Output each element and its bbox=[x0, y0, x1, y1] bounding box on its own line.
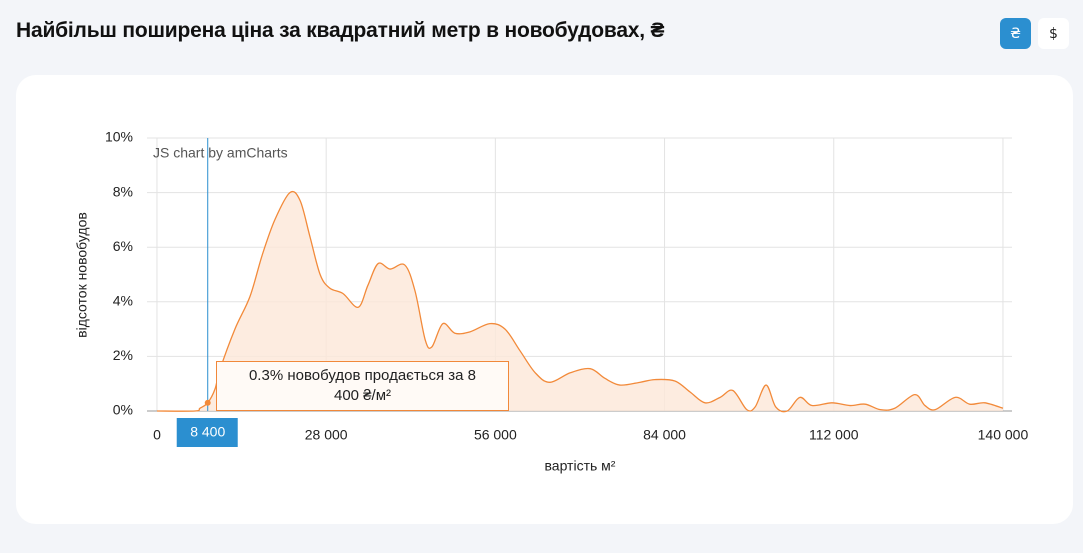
y-tick-label: 4% bbox=[113, 293, 133, 309]
y-tick-label: 8% bbox=[113, 183, 133, 199]
y-tick-label: 0% bbox=[113, 402, 133, 418]
x-tick-label: 56 000 bbox=[474, 427, 517, 443]
x-tick-label: 140 000 bbox=[978, 427, 1029, 443]
y-tick-label: 6% bbox=[113, 238, 133, 254]
tooltip: 0.3% новобудов продається за 8 400 ₴/м² bbox=[216, 361, 509, 411]
credit: JS chart by amCharts bbox=[153, 145, 288, 161]
cursor-label: 8 400 bbox=[190, 424, 225, 440]
x-tick-label: 0 bbox=[153, 427, 161, 443]
y-tick-label: 10% bbox=[105, 129, 133, 145]
x-tick-label: 28 000 bbox=[305, 427, 348, 443]
currency-usd[interactable]: $ bbox=[1038, 18, 1069, 49]
currency-uah[interactable]: ₴ bbox=[1000, 18, 1031, 49]
cursor-label-box bbox=[176, 418, 238, 447]
x-axis-label: вартість м² bbox=[545, 458, 616, 474]
chart-card bbox=[16, 75, 1073, 524]
y-tick-label: 2% bbox=[113, 347, 133, 363]
y-axis-label: відсоток новобудов bbox=[74, 212, 90, 338]
area-line bbox=[156, 190, 1004, 413]
x-tick-label: 84 000 bbox=[643, 427, 686, 443]
area-fill bbox=[156, 191, 1003, 412]
cursor-point bbox=[204, 399, 211, 406]
x-tick-label: 112 000 bbox=[809, 427, 859, 443]
page-title: Найбільш поширена ціна за квадратний мет… bbox=[16, 19, 665, 42]
